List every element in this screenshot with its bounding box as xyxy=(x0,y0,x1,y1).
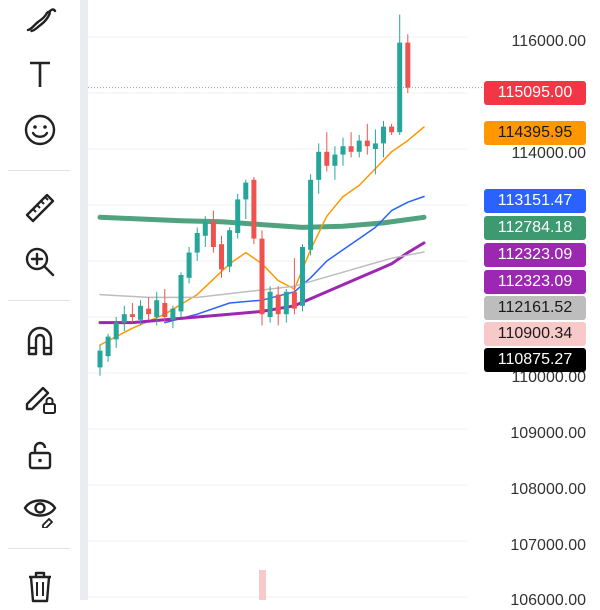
price-chart[interactable]: 116000.00 114000.00 110000.00 109000.00 … xyxy=(88,0,600,609)
candle-body xyxy=(389,126,395,133)
price-axis-label: 108000.00 xyxy=(510,481,586,498)
candle-body xyxy=(340,146,346,155)
candle-body xyxy=(397,42,403,133)
candle-body xyxy=(243,182,249,200)
drawing-toolbar xyxy=(0,0,80,603)
volume-bar xyxy=(259,570,266,600)
candle-body xyxy=(300,247,305,306)
toolbar-separator xyxy=(8,300,70,301)
candle-body xyxy=(105,336,111,357)
price-axis-label: 107000.00 xyxy=(510,537,586,554)
candle-body xyxy=(332,154,338,166)
candle-body xyxy=(194,233,200,253)
candle-body xyxy=(138,305,143,320)
candle-body xyxy=(227,230,233,267)
candle-body xyxy=(348,146,354,152)
candle-body xyxy=(202,221,208,236)
candle-body xyxy=(259,238,265,315)
candle-body xyxy=(129,314,135,317)
candle-body xyxy=(283,291,289,315)
price-axis-label: 110000.00 xyxy=(511,369,586,386)
candle-body xyxy=(170,308,176,320)
candle-body xyxy=(113,322,119,340)
candle-body xyxy=(324,151,330,166)
candle-body xyxy=(275,294,281,315)
candle-body xyxy=(381,126,386,144)
candle-body xyxy=(316,151,322,180)
text-tool-icon[interactable] xyxy=(18,52,62,96)
candle-body xyxy=(210,221,216,247)
candle-body xyxy=(267,291,273,317)
candle-body xyxy=(405,42,411,88)
brush-icon[interactable] xyxy=(18,0,62,44)
candle-body xyxy=(162,303,168,317)
candle-body xyxy=(219,244,224,270)
ma-price-badge: 112323.09 xyxy=(484,243,586,267)
lock-drawing-icon[interactable] xyxy=(18,376,62,420)
price-axis-label: 106000.00 xyxy=(510,592,586,609)
trash-icon[interactable] xyxy=(18,564,62,608)
candle-body xyxy=(235,199,241,233)
candlestick-chart[interactable] xyxy=(88,0,600,600)
candle-body xyxy=(372,143,378,149)
ma-price-badge: 110900.34 xyxy=(484,322,586,346)
toolbar-divider[interactable] xyxy=(80,0,88,600)
last-price-badge: 115095.00 xyxy=(484,81,586,105)
ma-price-badge: 112784.18 xyxy=(484,216,586,240)
emoji-icon[interactable] xyxy=(18,108,62,152)
candle-body xyxy=(291,291,297,309)
candle-body xyxy=(97,350,103,368)
ma-price-badge: 112161.52 xyxy=(484,296,586,320)
ma-price-badge: 113151.47 xyxy=(484,189,586,213)
moving-average-line xyxy=(164,195,425,324)
toolbar-separator xyxy=(8,548,70,549)
candle-body xyxy=(356,140,362,152)
moving-average-line xyxy=(97,214,427,230)
candle-body xyxy=(121,314,127,323)
ruler-icon[interactable] xyxy=(18,186,62,230)
eye-icon[interactable] xyxy=(18,488,62,532)
candle-body xyxy=(364,140,370,147)
zoom-in-icon[interactable] xyxy=(18,240,62,284)
toolbar-separator xyxy=(8,170,70,171)
candle-body xyxy=(146,308,152,315)
candle-body xyxy=(154,300,160,317)
candle-body xyxy=(251,179,257,239)
candle-body xyxy=(178,275,184,312)
ma-price-badge: 114395.95 xyxy=(484,121,586,145)
ma-price-badge: 112323.09 xyxy=(484,270,586,294)
price-axis-label: 114000.00 xyxy=(511,145,586,162)
unlock-icon[interactable] xyxy=(18,432,62,476)
price-axis-label: 116000.00 xyxy=(511,33,586,50)
price-axis-label: 109000.00 xyxy=(510,425,586,442)
candle-body xyxy=(186,252,192,278)
ma-price-badge: 110875.27 xyxy=(484,348,586,372)
candle-body xyxy=(308,179,314,250)
magnet-icon[interactable] xyxy=(18,318,62,362)
